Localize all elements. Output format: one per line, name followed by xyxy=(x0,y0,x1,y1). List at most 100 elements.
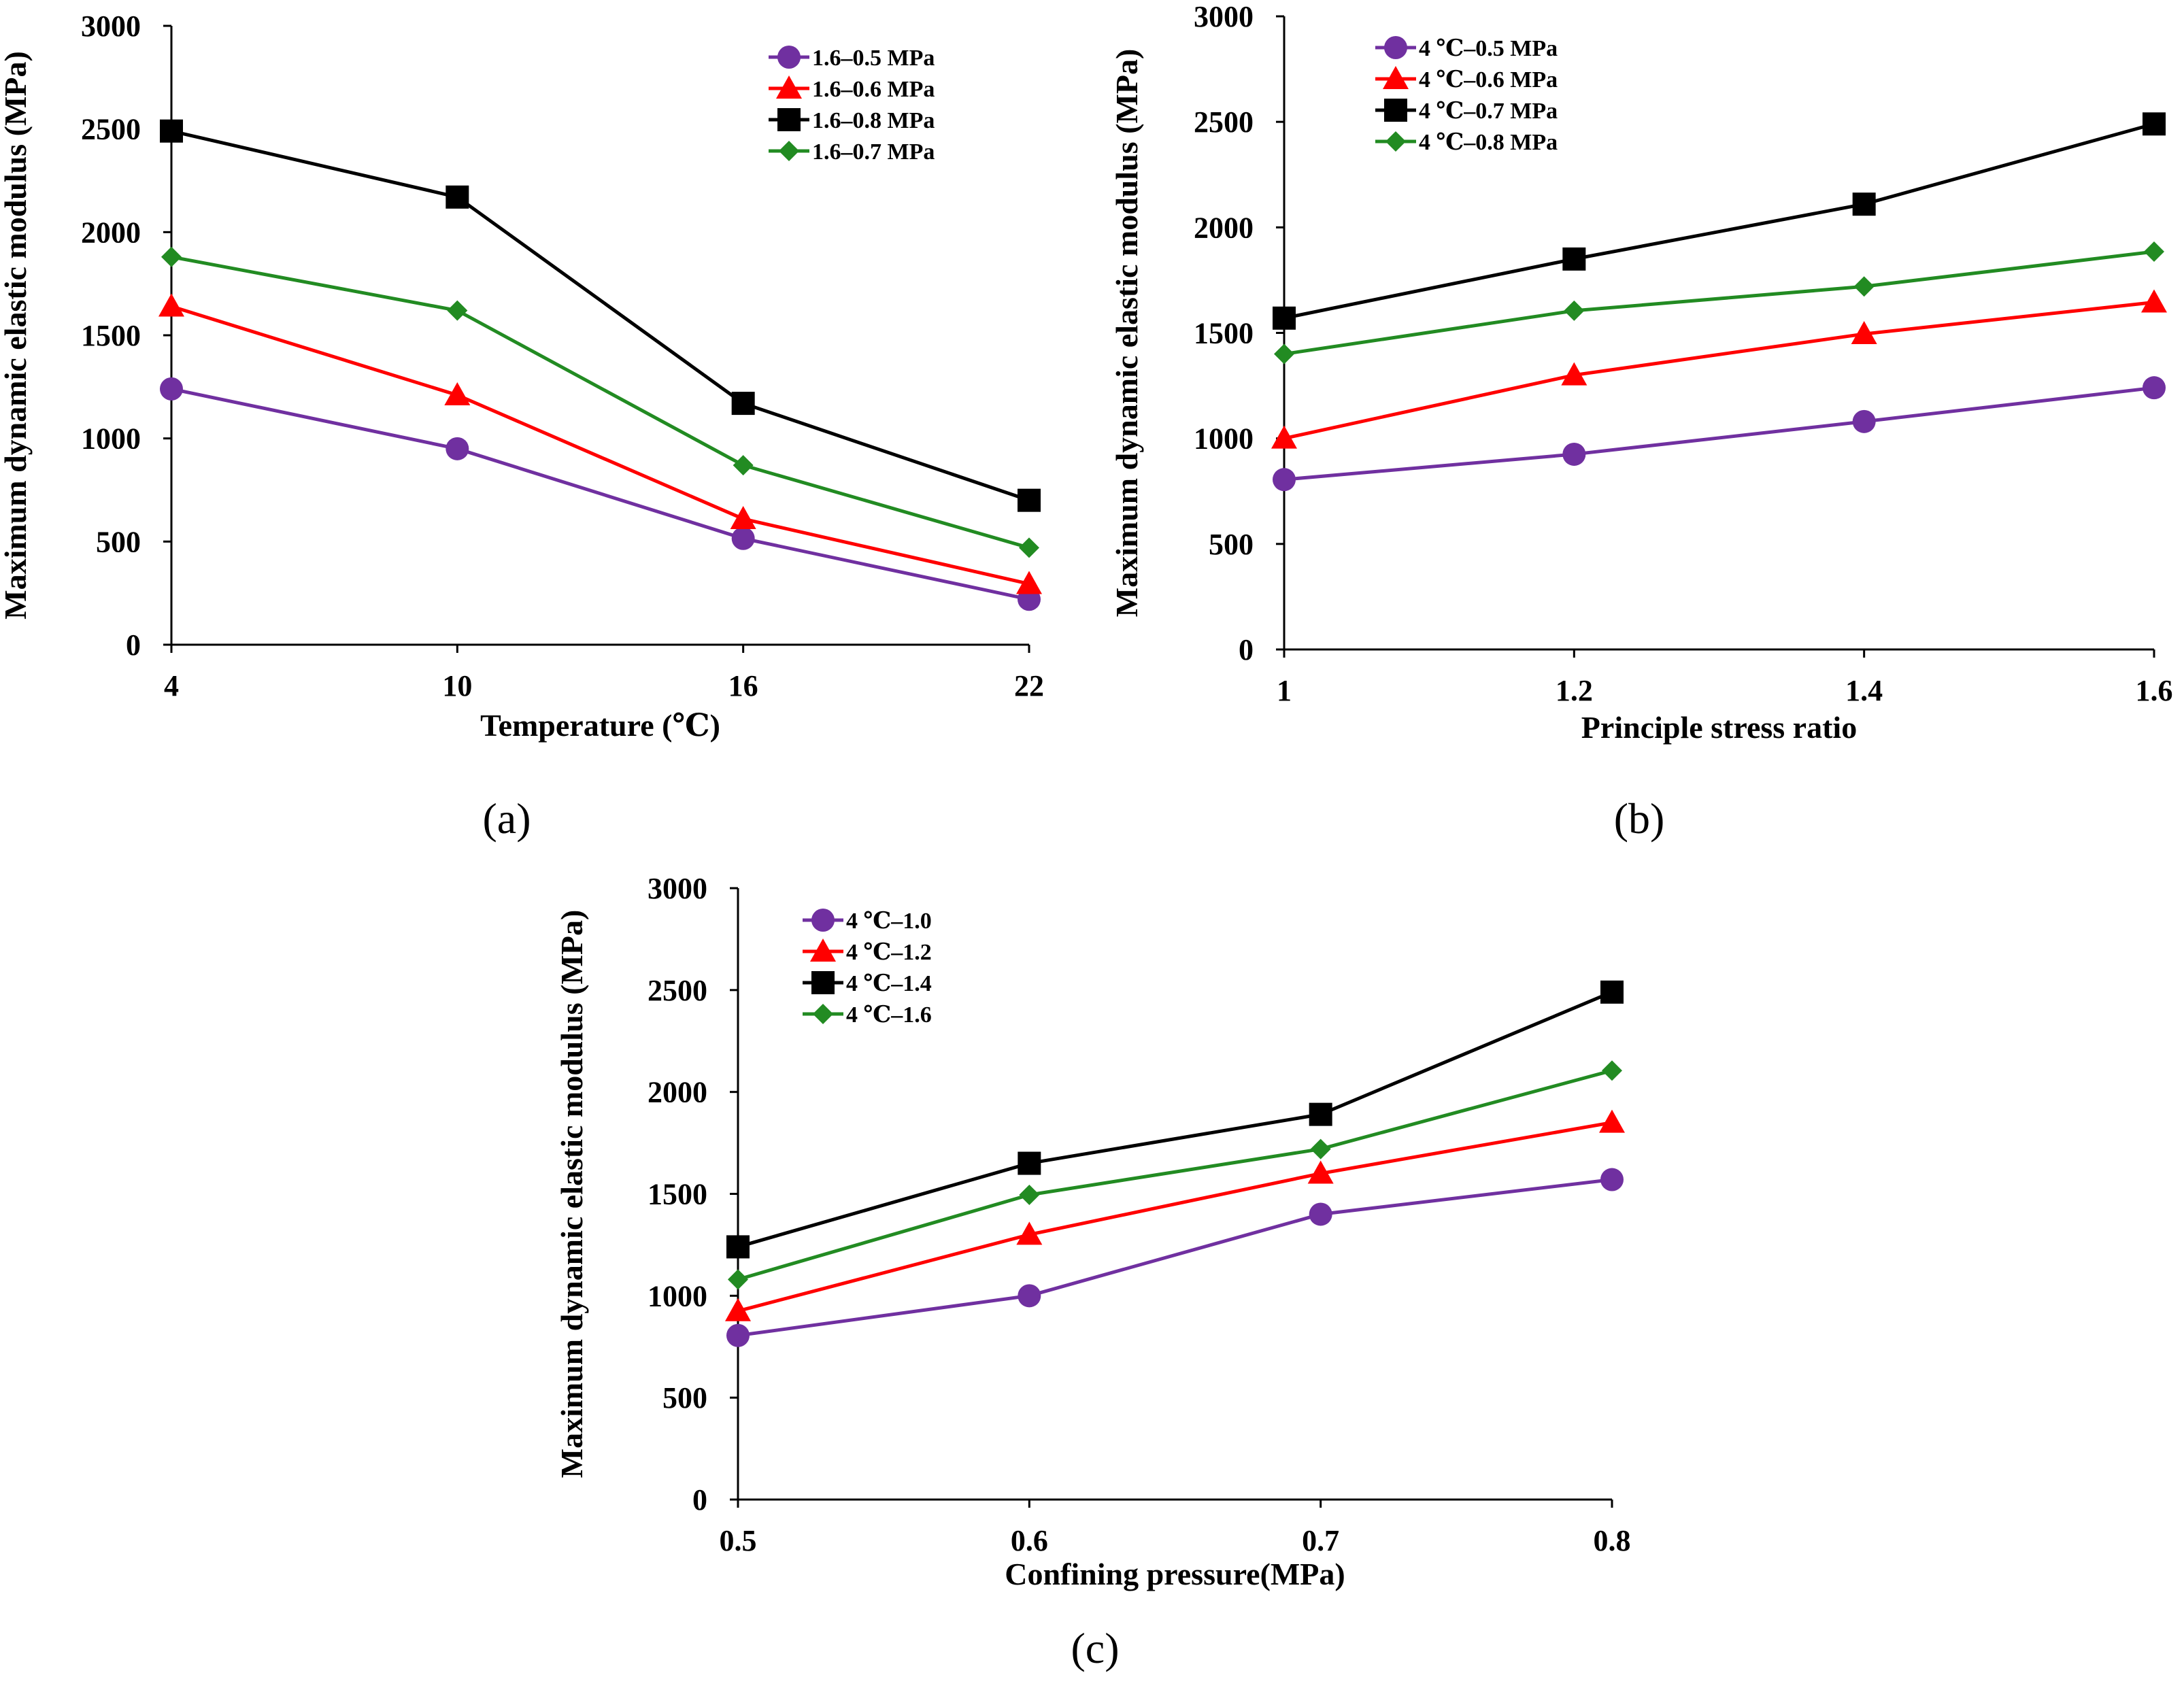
y-tick-label: 2000 xyxy=(81,216,141,249)
data-point xyxy=(1018,1151,1041,1175)
legend-label: 1.6–0.7 MPa xyxy=(812,139,935,165)
series-line xyxy=(171,387,1030,601)
series-line xyxy=(1283,250,2155,356)
y-tick-label: 3000 xyxy=(648,872,707,905)
x-axis-label: Temperature (℃) xyxy=(480,708,720,743)
y-tick-label: 1000 xyxy=(648,1279,707,1313)
x-tick-label: 0.5 xyxy=(720,1524,757,1557)
data-point xyxy=(446,437,469,460)
data-point xyxy=(725,1298,751,1321)
series-line xyxy=(737,990,1613,1249)
data-point xyxy=(2143,376,2166,400)
legend-marker xyxy=(813,1004,833,1024)
data-point xyxy=(1561,362,1587,386)
x-tick-label: 1.6 xyxy=(2136,674,2173,707)
x-axis-label: Confining pressure(MPa) xyxy=(1005,1557,1345,1591)
chart-panel-b: 0 500 1000 1500 2000 2500 3000 1 1.2 1.4 1.6 Princi… xyxy=(1109,0,2173,745)
legend-label: 4 ℃–0.6 MPa xyxy=(1419,67,1558,92)
series-2 xyxy=(158,293,1042,594)
x-tick-label: 22 xyxy=(1014,669,1044,703)
data-point xyxy=(1564,300,1585,321)
data-point xyxy=(1852,192,1876,216)
data-point xyxy=(1309,1202,1332,1226)
y-tick-label: 500 xyxy=(662,1381,707,1415)
data-point xyxy=(447,300,468,321)
y-tick-label: 2500 xyxy=(648,974,707,1007)
legend-marker xyxy=(811,971,835,994)
legend: 1.6–0.5 MPa 1.6–0.6 MPa 1.6–0.8 MPa 1.6–0.7… xyxy=(769,46,935,165)
y-tick-label: 1500 xyxy=(648,1178,707,1211)
data-point xyxy=(1853,276,1875,297)
data-point xyxy=(1016,571,1042,594)
legend-marker xyxy=(1384,36,1407,59)
x-tick-label: 4 xyxy=(164,669,179,703)
y-tick-label: 0 xyxy=(126,628,141,662)
panel-label-c: (c) xyxy=(1071,1624,1119,1672)
legend-label: 4 ℃–1.0 xyxy=(846,909,932,934)
y-tick-label: 3000 xyxy=(1194,0,1254,33)
y-tick-label: 1000 xyxy=(81,422,141,456)
legend-label: 4 ℃–1.6 xyxy=(846,1002,932,1028)
data-point xyxy=(2144,241,2164,263)
legend-marker xyxy=(779,141,799,161)
series-4 xyxy=(1274,241,2164,365)
series-line xyxy=(737,1121,1613,1313)
data-point xyxy=(2143,112,2166,136)
data-point xyxy=(1309,1102,1332,1126)
legend-label: 1.6–0.8 MPa xyxy=(812,108,935,133)
series-line xyxy=(171,129,1030,503)
y-tick-label: 0 xyxy=(692,1483,707,1517)
data-point xyxy=(1019,537,1039,558)
data-point xyxy=(1274,343,1294,365)
series-line xyxy=(171,255,1030,549)
series-1 xyxy=(1273,376,2166,492)
chart-panel-a: 0 500 1000 1500 2000 2500 3000 4 10 16 22 Temperatu… xyxy=(0,10,1044,743)
x-tick-label: 16 xyxy=(728,669,758,703)
data-point xyxy=(1016,1221,1043,1245)
series-line xyxy=(171,305,1030,586)
data-point xyxy=(158,293,184,317)
y-tick-label: 0 xyxy=(1239,633,1254,666)
series-2 xyxy=(725,1109,1625,1321)
data-point xyxy=(1018,488,1041,512)
data-point xyxy=(1602,1060,1622,1081)
legend-label: 1.6–0.5 MPa xyxy=(812,46,935,71)
legend-label: 4 ℃–1.4 xyxy=(846,971,932,996)
y-axis-label: Maximum dynamic elastic modulus (MPa) xyxy=(1109,49,1144,617)
legend-marker xyxy=(777,46,801,69)
x-tick-label: 0.8 xyxy=(1594,1524,1631,1557)
data-point xyxy=(1599,1109,1625,1133)
legend: 4 ℃–1.0 4 ℃–1.2 4 ℃–1.4 4 ℃–1.6 xyxy=(803,909,932,1028)
series-2 xyxy=(1271,289,2167,449)
y-tick-label: 1500 xyxy=(1194,317,1254,350)
data-point xyxy=(1562,442,1586,466)
y-axis-label: Maximum dynamic elastic modulus (MPa) xyxy=(0,51,33,620)
data-point xyxy=(1851,321,1877,345)
data-point xyxy=(1562,247,1586,271)
series-line xyxy=(737,1178,1613,1338)
legend-label: 4 ℃–0.8 MPa xyxy=(1419,130,1558,155)
legend-marker xyxy=(810,938,836,962)
legend: 4 ℃–0.5 MPa 4 ℃–0.6 MPa 4 ℃–0.7 MPa 4 ℃–0.8… xyxy=(1375,36,1558,155)
x-tick-label: 0.7 xyxy=(1302,1524,1339,1557)
series-1 xyxy=(726,1168,1624,1347)
data-point xyxy=(160,119,183,143)
y-tick-label: 2500 xyxy=(81,113,141,146)
chart-panel-c: 0 500 1000 1500 2000 2500 3000 0.5 0.6 0.7 0.8 Conf… xyxy=(554,872,1631,1591)
legend-marker xyxy=(811,909,835,932)
data-point xyxy=(446,185,469,209)
series-line xyxy=(1283,301,2155,441)
series-line xyxy=(737,1068,1613,1281)
y-tick-label: 2000 xyxy=(1194,211,1254,244)
data-point xyxy=(728,1269,748,1290)
data-point xyxy=(1600,1168,1624,1191)
series-4 xyxy=(161,246,1039,558)
legend-label: 1.6–0.6 MPa xyxy=(812,77,935,102)
data-point xyxy=(730,505,756,529)
y-tick-label: 1000 xyxy=(1194,422,1254,456)
data-point xyxy=(1852,409,1876,433)
data-point xyxy=(160,377,183,401)
x-tick-label: 1 xyxy=(1277,674,1292,707)
